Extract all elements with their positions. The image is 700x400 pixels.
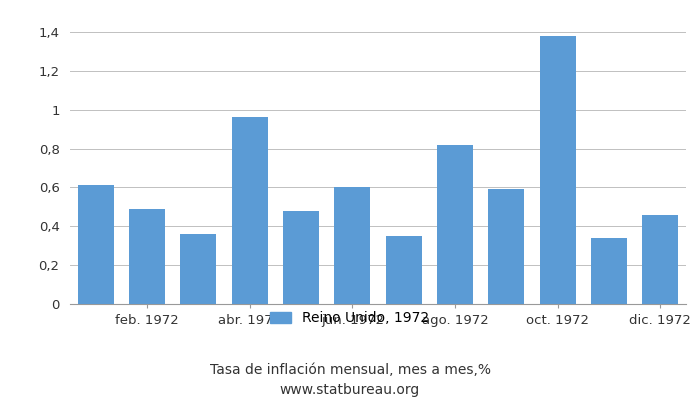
Bar <box>78 186 113 304</box>
Bar <box>181 234 216 304</box>
Bar <box>232 118 267 304</box>
Bar <box>335 188 370 304</box>
Bar <box>283 211 319 304</box>
Text: Tasa de inflación mensual, mes a mes,%: Tasa de inflación mensual, mes a mes,% <box>209 363 491 377</box>
Bar <box>386 236 421 304</box>
Legend: Reino Unido, 1972: Reino Unido, 1972 <box>265 306 435 331</box>
Bar <box>129 209 165 304</box>
Bar <box>437 145 473 304</box>
Bar <box>489 189 524 304</box>
Bar <box>540 36 575 304</box>
Bar <box>591 238 627 304</box>
Bar <box>643 215 678 304</box>
Text: www.statbureau.org: www.statbureau.org <box>280 383 420 397</box>
